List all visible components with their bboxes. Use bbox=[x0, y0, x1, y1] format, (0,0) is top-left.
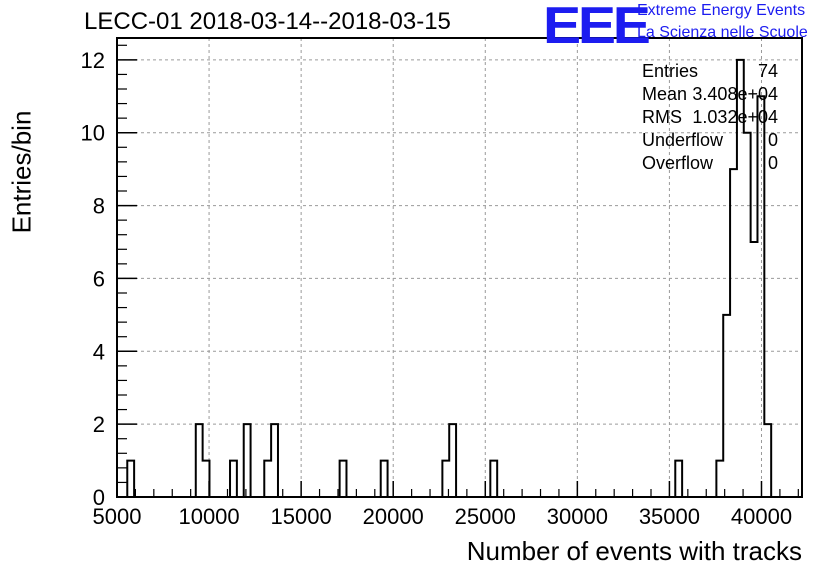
stat-value: 0 bbox=[767, 130, 778, 150]
stat-row-rms: RMS 1.032e+04 bbox=[642, 106, 778, 129]
histogram-bar bbox=[230, 461, 237, 497]
x-tick-label: 15000 bbox=[271, 504, 332, 529]
y-axis-label: Entries/bin bbox=[6, 110, 37, 234]
stat-value: 74 bbox=[757, 61, 778, 81]
grid-lines bbox=[116, 38, 802, 498]
stat-row-entries: Entries 74 bbox=[642, 60, 778, 83]
y-tick-label: 6 bbox=[93, 266, 105, 291]
logo-line-1: Extreme Energy Events bbox=[637, 2, 806, 19]
x-tick-label: 25000 bbox=[455, 504, 516, 529]
y-tick-label: 4 bbox=[93, 339, 105, 364]
eee-logo: EEE bbox=[543, 0, 651, 55]
histogram-bar bbox=[675, 461, 682, 497]
stat-label: RMS bbox=[642, 107, 682, 127]
x-tick-label: 40000 bbox=[731, 504, 792, 529]
tick-labels: 5000 10000 15000 20000 25000 30000 35000 40000 0… bbox=[81, 48, 793, 529]
stat-label: Mean bbox=[642, 84, 688, 104]
stat-label: Overflow bbox=[642, 153, 714, 173]
logo-line-2: La Scienza nelle Scuole bbox=[637, 24, 808, 41]
stat-row-mean: Mean 3.408e+04 bbox=[642, 83, 778, 106]
histogram-bar bbox=[764, 424, 771, 497]
histogram-bar bbox=[264, 461, 271, 497]
histogram-bar bbox=[730, 169, 737, 497]
x-tick-label: 20000 bbox=[363, 504, 424, 529]
histogram-bar bbox=[127, 461, 134, 497]
histogram-outline bbox=[126, 58, 773, 497]
plot-frame bbox=[116, 37, 803, 498]
histogram-bar bbox=[723, 315, 730, 497]
y-tick-label: 12 bbox=[81, 48, 105, 73]
x-tick-label: 35000 bbox=[639, 504, 700, 529]
y-tick-label: 10 bbox=[81, 121, 105, 146]
y-tick-label: 8 bbox=[93, 194, 105, 219]
histogram-bar bbox=[751, 242, 758, 497]
histogram-bar bbox=[244, 424, 251, 497]
histogram-bar bbox=[271, 424, 278, 497]
stat-value: 0 bbox=[767, 153, 778, 173]
stat-value: 3.408e+04 bbox=[692, 84, 778, 104]
histogram-bar bbox=[196, 424, 203, 497]
y-axis-label-wrap: Entries/bin bbox=[2, 110, 42, 234]
stat-row-overflow: Overflow 0 bbox=[642, 152, 778, 175]
histogram-bar bbox=[449, 424, 456, 497]
stat-value: 1.032e+04 bbox=[692, 107, 778, 127]
histogram-bar bbox=[744, 133, 751, 497]
y-tick-label: 2 bbox=[93, 412, 105, 437]
x-tick-label: 10000 bbox=[178, 504, 239, 529]
y-tick-label: 0 bbox=[93, 485, 105, 510]
histogram-bar bbox=[381, 461, 388, 497]
histogram-bar bbox=[490, 461, 497, 497]
stats-box: Entries 74 Mean 3.408e+04 RMS 1.032e+04 … bbox=[642, 60, 778, 175]
stat-label: Entries bbox=[642, 61, 699, 81]
x-axis-label: Number of events with tracks bbox=[466, 536, 802, 566]
stat-label: Underflow bbox=[642, 130, 724, 150]
histogram-bar bbox=[716, 461, 723, 497]
stat-row-underflow: Underflow 0 bbox=[642, 129, 778, 152]
histogram-bar bbox=[340, 461, 347, 497]
x-tick-label: 5000 bbox=[93, 504, 142, 529]
x-tick-label: 30000 bbox=[547, 504, 608, 529]
chart-title: LECC-01 2018-03-14--2018-03-15 bbox=[84, 8, 451, 35]
